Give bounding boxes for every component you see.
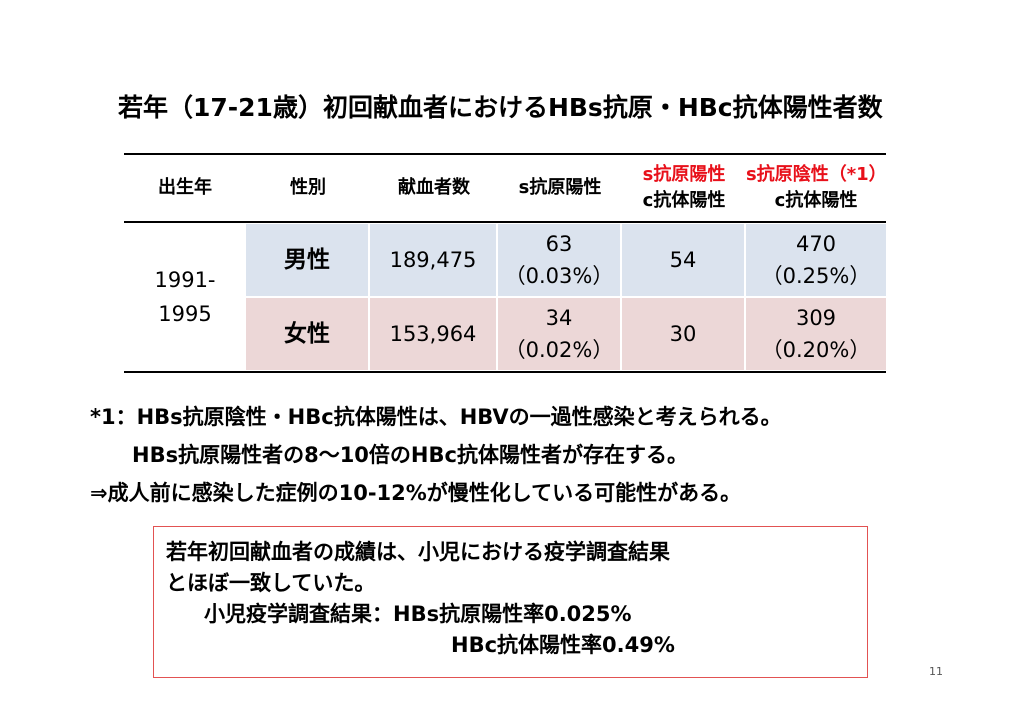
page-number: 11 bbox=[929, 665, 943, 678]
cell-s-pos-pct: （0.03%） bbox=[504, 264, 614, 288]
cell-s-pos-c-pos: 30 bbox=[622, 298, 746, 370]
header-col6-line1: s抗原陰性（*1） bbox=[746, 164, 887, 185]
footnote-line2: HBs抗原陽性者の8～10倍のHBc抗体陽性者が存在する。 bbox=[132, 443, 688, 467]
header-birth-year: 出生年 bbox=[158, 177, 212, 198]
table-row-male: 男性 189,475 63 （0.03%） 54 470 （0.25%） bbox=[246, 224, 886, 296]
cell-s-neg-c-pos: 309 （0.20%） bbox=[746, 298, 886, 370]
cell-s-neg-c-pos-pct: （0.20%） bbox=[761, 338, 871, 362]
cell-s-neg-c-pos-count: 470 bbox=[795, 232, 837, 256]
cell-sex: 男性 bbox=[246, 224, 370, 296]
cell-s-neg-c-pos: 470 （0.25%） bbox=[746, 224, 886, 296]
birth-year-line1: 1991- bbox=[154, 268, 216, 292]
footnote-line1: *1：HBs抗原陰性・HBc抗体陽性は、HBVの一過性感染と考えられる。 bbox=[90, 405, 782, 429]
cell-s-pos-pct: （0.02%） bbox=[504, 338, 614, 362]
table-row-female: 女性 153,964 34 （0.02%） 30 309 （0.20%） bbox=[246, 298, 886, 370]
cell-s-neg-c-pos-count: 309 bbox=[795, 306, 837, 330]
cell-s-pos: 34 （0.02%） bbox=[498, 298, 622, 370]
cell-s-pos-count: 34 bbox=[545, 306, 573, 330]
slide-title: 若年（17-21歳）初回献血者におけるHBs抗原・HBc抗体陽性者数 bbox=[118, 93, 883, 122]
cell-s-pos-count: 63 bbox=[545, 232, 573, 256]
footnote: *1：HBs抗原陰性・HBc抗体陽性は、HBVの一過性感染と考えられる。 HBs… bbox=[90, 398, 782, 512]
cell-donors: 189,475 bbox=[370, 224, 498, 296]
header-s-neg-c-pos: s抗原陰性（*1） c抗体陽性 bbox=[746, 155, 887, 221]
cell-s-pos: 63 （0.03%） bbox=[498, 224, 622, 296]
summary-line2: とほぼ一致していた。 bbox=[166, 571, 376, 595]
footnote-line3: ⇒成人前に感染した症例の10-12%が慢性化している可能性がある。 bbox=[90, 481, 742, 505]
cell-s-pos-c-pos: 54 bbox=[622, 224, 746, 296]
summary-line4: HBc抗体陽性率0.49% bbox=[451, 633, 675, 657]
birth-year-line2: 1995 bbox=[158, 302, 212, 326]
summary-line3: 小児疫学調査結果：HBs抗原陽性率0.025% bbox=[204, 602, 632, 626]
results-table: 出生年 性別 献血者数 s抗原陽性 s抗原陽性 c抗体陽性 s抗原陰性（*1） … bbox=[124, 153, 887, 373]
header-col5-line2: c抗体陽性 bbox=[642, 190, 726, 211]
cell-s-neg-c-pos-pct: （0.25%） bbox=[761, 264, 871, 288]
header-sex: 性別 bbox=[290, 177, 326, 198]
cell-sex: 女性 bbox=[246, 298, 370, 370]
header-col6-line2: c抗体陽性 bbox=[774, 190, 858, 211]
birth-year-cell: 1991- 1995 bbox=[124, 224, 246, 370]
header-s-pos-c-pos: s抗原陽性 c抗体陽性 bbox=[622, 155, 746, 221]
cell-donors: 153,964 bbox=[370, 298, 498, 370]
header-col5-line1: s抗原陽性 bbox=[642, 164, 726, 185]
summary-box: 若年初回献血者の成績は、小児における疫学調査結果 とほぼ一致していた。 小児疫学… bbox=[153, 526, 868, 678]
header-donors: 献血者数 bbox=[398, 177, 470, 198]
table-header: 出生年 性別 献血者数 s抗原陽性 s抗原陽性 c抗体陽性 s抗原陰性（*1） … bbox=[124, 155, 887, 223]
summary-line1: 若年初回献血者の成績は、小児における疫学調査結果 bbox=[166, 540, 670, 564]
header-s-antigen-positive: s抗原陽性 bbox=[518, 177, 602, 198]
